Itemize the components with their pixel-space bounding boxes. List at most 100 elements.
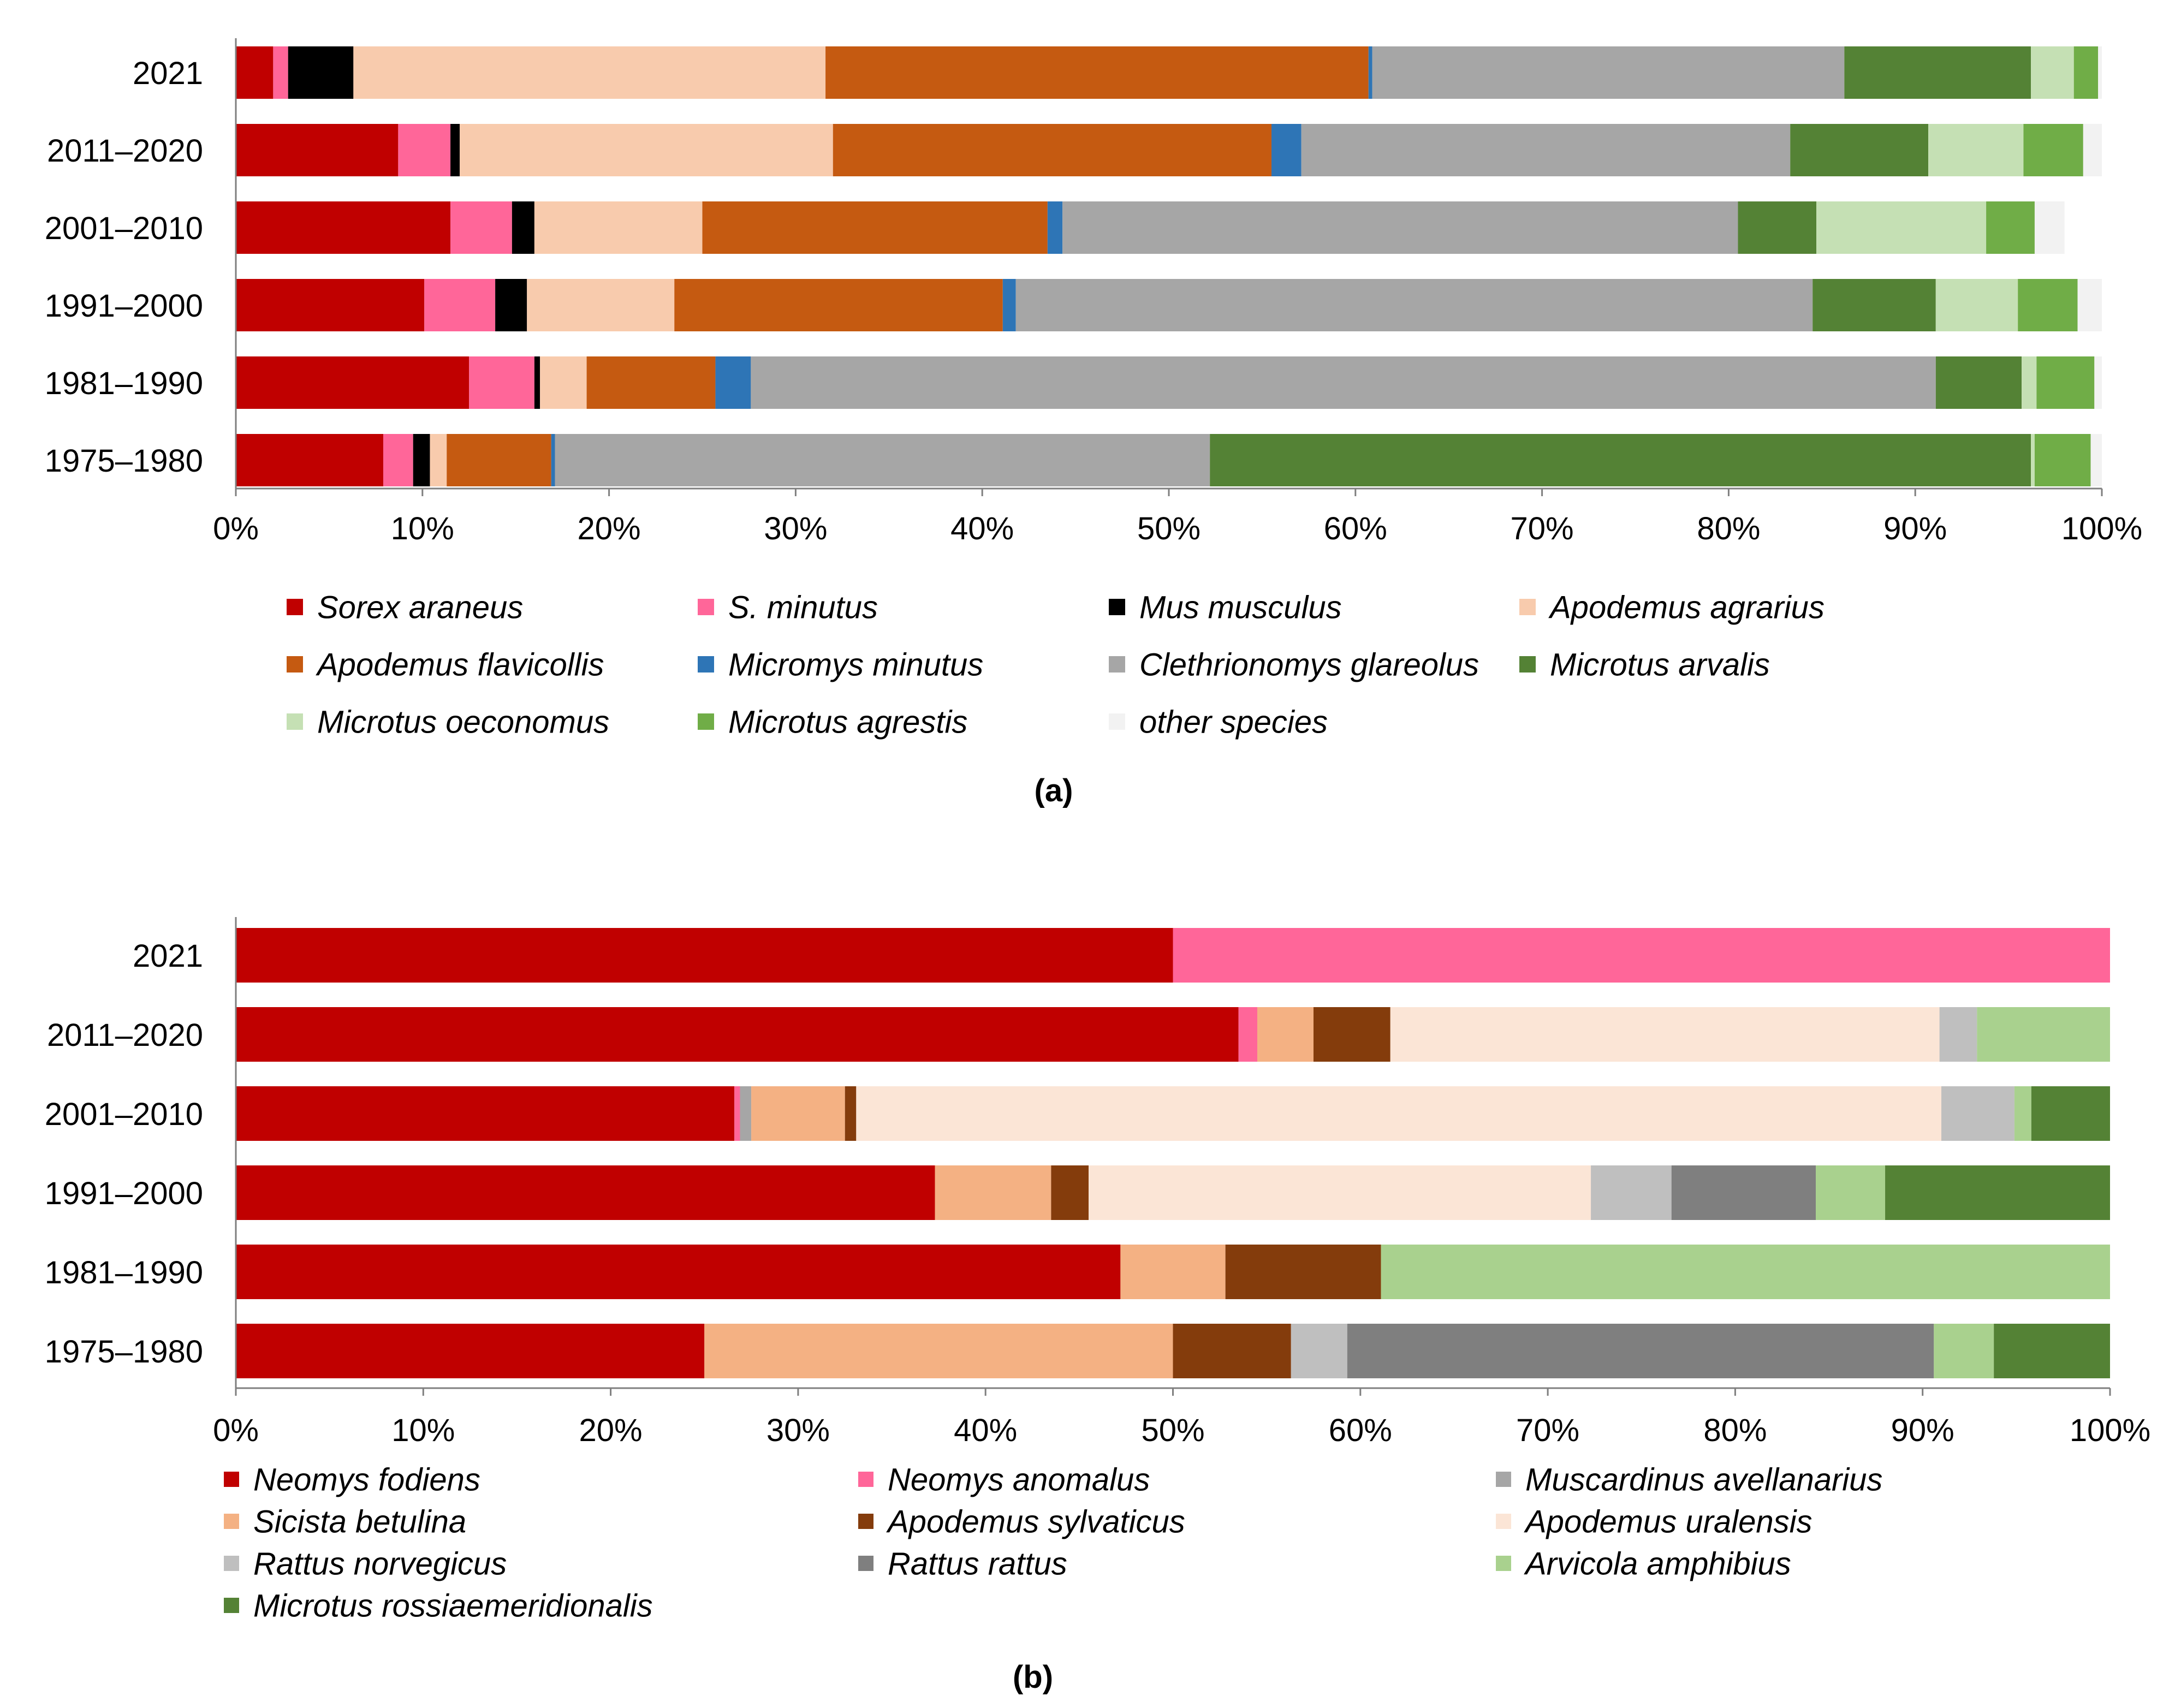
bar-segment-s-minutus <box>398 124 451 176</box>
legend-item-arvicola-amphibius: Arvicola amphibius <box>1496 1546 1791 1581</box>
bar-segment-microtus-oeconomus <box>1816 201 1987 254</box>
bar-segment-microtus-arvalis <box>1790 124 1929 176</box>
legend-a: Sorex araneus S. minutus Mus musculus Apode… <box>287 590 1825 740</box>
legend-swatch <box>698 599 714 615</box>
bar-segment-apodemus-uralensis <box>1390 1007 1940 1062</box>
legend-swatch <box>224 1556 239 1571</box>
y-category-label: 2011–2020 <box>47 1017 203 1053</box>
legend-item-microtus-arvalis: Microtus arvalis <box>1519 647 1770 682</box>
legend-item-rattus-rattus: Rattus rattus <box>858 1546 1067 1581</box>
y-category-label: 1991–2000 <box>45 288 203 324</box>
legend-swatch <box>287 656 303 673</box>
x-tick-label: 80% <box>1697 511 1760 546</box>
legend-swatch <box>224 1598 239 1613</box>
legend-item-microtus-agrestis: Microtus agrestis <box>698 704 967 740</box>
legend-item-apodemus-flavicollis: Apodemus flavicollis <box>287 647 604 682</box>
legend-label: Muscardinus avellanarius <box>1525 1462 1882 1497</box>
bar-segment-arvicola-amphibius <box>2014 1086 2031 1141</box>
bar-segment-microtus-arvalis <box>1812 279 1936 331</box>
chart-b-stacked-bar: 0% 10% 20% 30% 40% 50% 60% 70% 80% 90% 100% 2021 201… <box>45 917 2150 1448</box>
bar-segment-apodemus-sylvaticus <box>1225 1245 1381 1299</box>
x-tick-label: 20% <box>579 1413 643 1448</box>
bar-segment-microtus-agrestis <box>2018 279 2078 331</box>
bar-segment-clethrionomys-glareolus <box>555 434 1210 486</box>
bar-segment-neomys-fodiens <box>236 1324 705 1378</box>
y-category-label: 1991–2000 <box>45 1176 203 1211</box>
x-tick-label: 90% <box>1883 511 1947 546</box>
bar-segment-apodemus-agrarius <box>534 201 703 254</box>
legend-swatch <box>1109 713 1125 730</box>
bar-segment-microtus-rossiaemeridionalis <box>1885 1165 2110 1220</box>
y-category-label: 2011–2020 <box>47 133 203 169</box>
bar-segment-other-species <box>2090 434 2102 486</box>
legend-label: Micromys minutus <box>728 647 983 682</box>
y-category-label: 1981–1990 <box>45 366 203 401</box>
bar-segment-microtus-rossiaemeridionalis <box>1994 1324 2110 1378</box>
y-category-label: 2001–2010 <box>45 211 203 246</box>
bar-segment-neomys-fodiens <box>236 1086 735 1141</box>
legend-swatch <box>1496 1556 1511 1571</box>
legend-item-mus-musculus: Mus musculus <box>1109 590 1342 625</box>
legend-label: Apodemus flavicollis <box>316 647 604 682</box>
legend-item-micromys-minutus: Micromys minutus <box>698 647 983 682</box>
legend-label: Mus musculus <box>1139 590 1342 625</box>
bar-segment-apodemus-sylvaticus <box>845 1086 857 1141</box>
legend-label: Apodemus agrarius <box>1548 590 1825 625</box>
legend-label: Rattus norvegicus <box>253 1546 507 1581</box>
legend-item-muscardinus-avellanarius: Muscardinus avellanarius <box>1496 1462 1882 1497</box>
panel-b-label: (b) <box>1013 1659 1053 1695</box>
bar-segment-apodemus-uralensis <box>856 1086 1942 1141</box>
x-tick-label: 20% <box>578 511 641 546</box>
bar-segment-neomys-fodiens <box>236 1007 1239 1062</box>
legend-swatch <box>858 1472 873 1487</box>
legend-label: Apodemus uralensis <box>1524 1504 1812 1539</box>
bar-segment-mus-musculus <box>413 434 430 486</box>
bar-segment-neomys-fodiens <box>236 1165 935 1220</box>
legend-item-other-species: other species <box>1109 704 1328 740</box>
legend-swatch <box>1496 1514 1511 1529</box>
bar-segment-microtus-agrestis <box>2023 124 2083 176</box>
chart-a-stacked-bar: 0% 10% 20% 30% 40% 50% 60% 70% 80% 90% 100% 2021 201… <box>45 38 2142 546</box>
legend-item-s-minutus: S. minutus <box>698 590 878 625</box>
bar-segment-neomys-anomalus <box>1173 928 2110 983</box>
legend-swatch <box>224 1514 239 1529</box>
panel-a-label: (a) <box>1035 773 1073 808</box>
x-tick-label: 10% <box>391 511 454 546</box>
x-tick-label: 0% <box>213 511 259 546</box>
bar-segment-apodemus-flavicollis <box>586 356 716 409</box>
bar-segment-sorex-araneus <box>236 124 399 176</box>
bar-segment-micromys-minutus <box>551 434 555 486</box>
x-tick-label: 90% <box>1891 1413 1954 1448</box>
legend-label: Microtus agrestis <box>728 704 967 740</box>
legend-swatch <box>224 1472 239 1487</box>
bar-segment-micromys-minutus <box>1002 279 1016 331</box>
bar-segment-microtus-arvalis <box>1210 434 2031 486</box>
legend-item-microtus-oeconomus: Microtus oeconomus <box>287 704 609 740</box>
legend-item-apodemus-uralensis: Apodemus uralensis <box>1496 1504 1812 1539</box>
bar-segment-clethrionomys-glareolus <box>751 356 1936 409</box>
bar-segment-microtus-arvalis <box>1935 356 2022 409</box>
bar-segment-s-minutus <box>383 434 413 486</box>
bar-segment-sicista-betulina <box>935 1165 1051 1220</box>
legend-item-sicista-betulina: Sicista betulina <box>224 1504 466 1539</box>
legend-label: Sicista betulina <box>253 1504 466 1539</box>
legend-label: Rattus rattus <box>888 1546 1067 1581</box>
bar-segment-rattus-norvegicus <box>1939 1007 1977 1062</box>
bar-segment-mus-musculus <box>288 46 354 99</box>
x-tick-label: 70% <box>1511 511 1574 546</box>
legend-swatch <box>858 1514 873 1529</box>
bar-segment-apodemus-flavicollis <box>674 279 1003 331</box>
bar-segment-microtus-agrestis <box>2034 434 2091 486</box>
x-tick-label: 80% <box>1703 1413 1767 1448</box>
bar-segment-microtus-arvalis <box>1844 46 2031 99</box>
bar-segment-other-species <box>2098 46 2102 99</box>
x-tick-label: 50% <box>1137 511 1201 546</box>
bar-segment-other-species <box>2094 356 2102 409</box>
legend-item-apodemus-sylvaticus: Apodemus sylvaticus <box>858 1504 1185 1539</box>
x-tick-label: 40% <box>950 511 1014 546</box>
x-tick-label: 0% <box>213 1413 259 1448</box>
legend-label: Arvicola amphibius <box>1524 1546 1791 1581</box>
bar-segment-mus-musculus <box>495 279 527 331</box>
legend-swatch <box>1519 599 1536 615</box>
x-tick-label: 60% <box>1329 1413 1392 1448</box>
